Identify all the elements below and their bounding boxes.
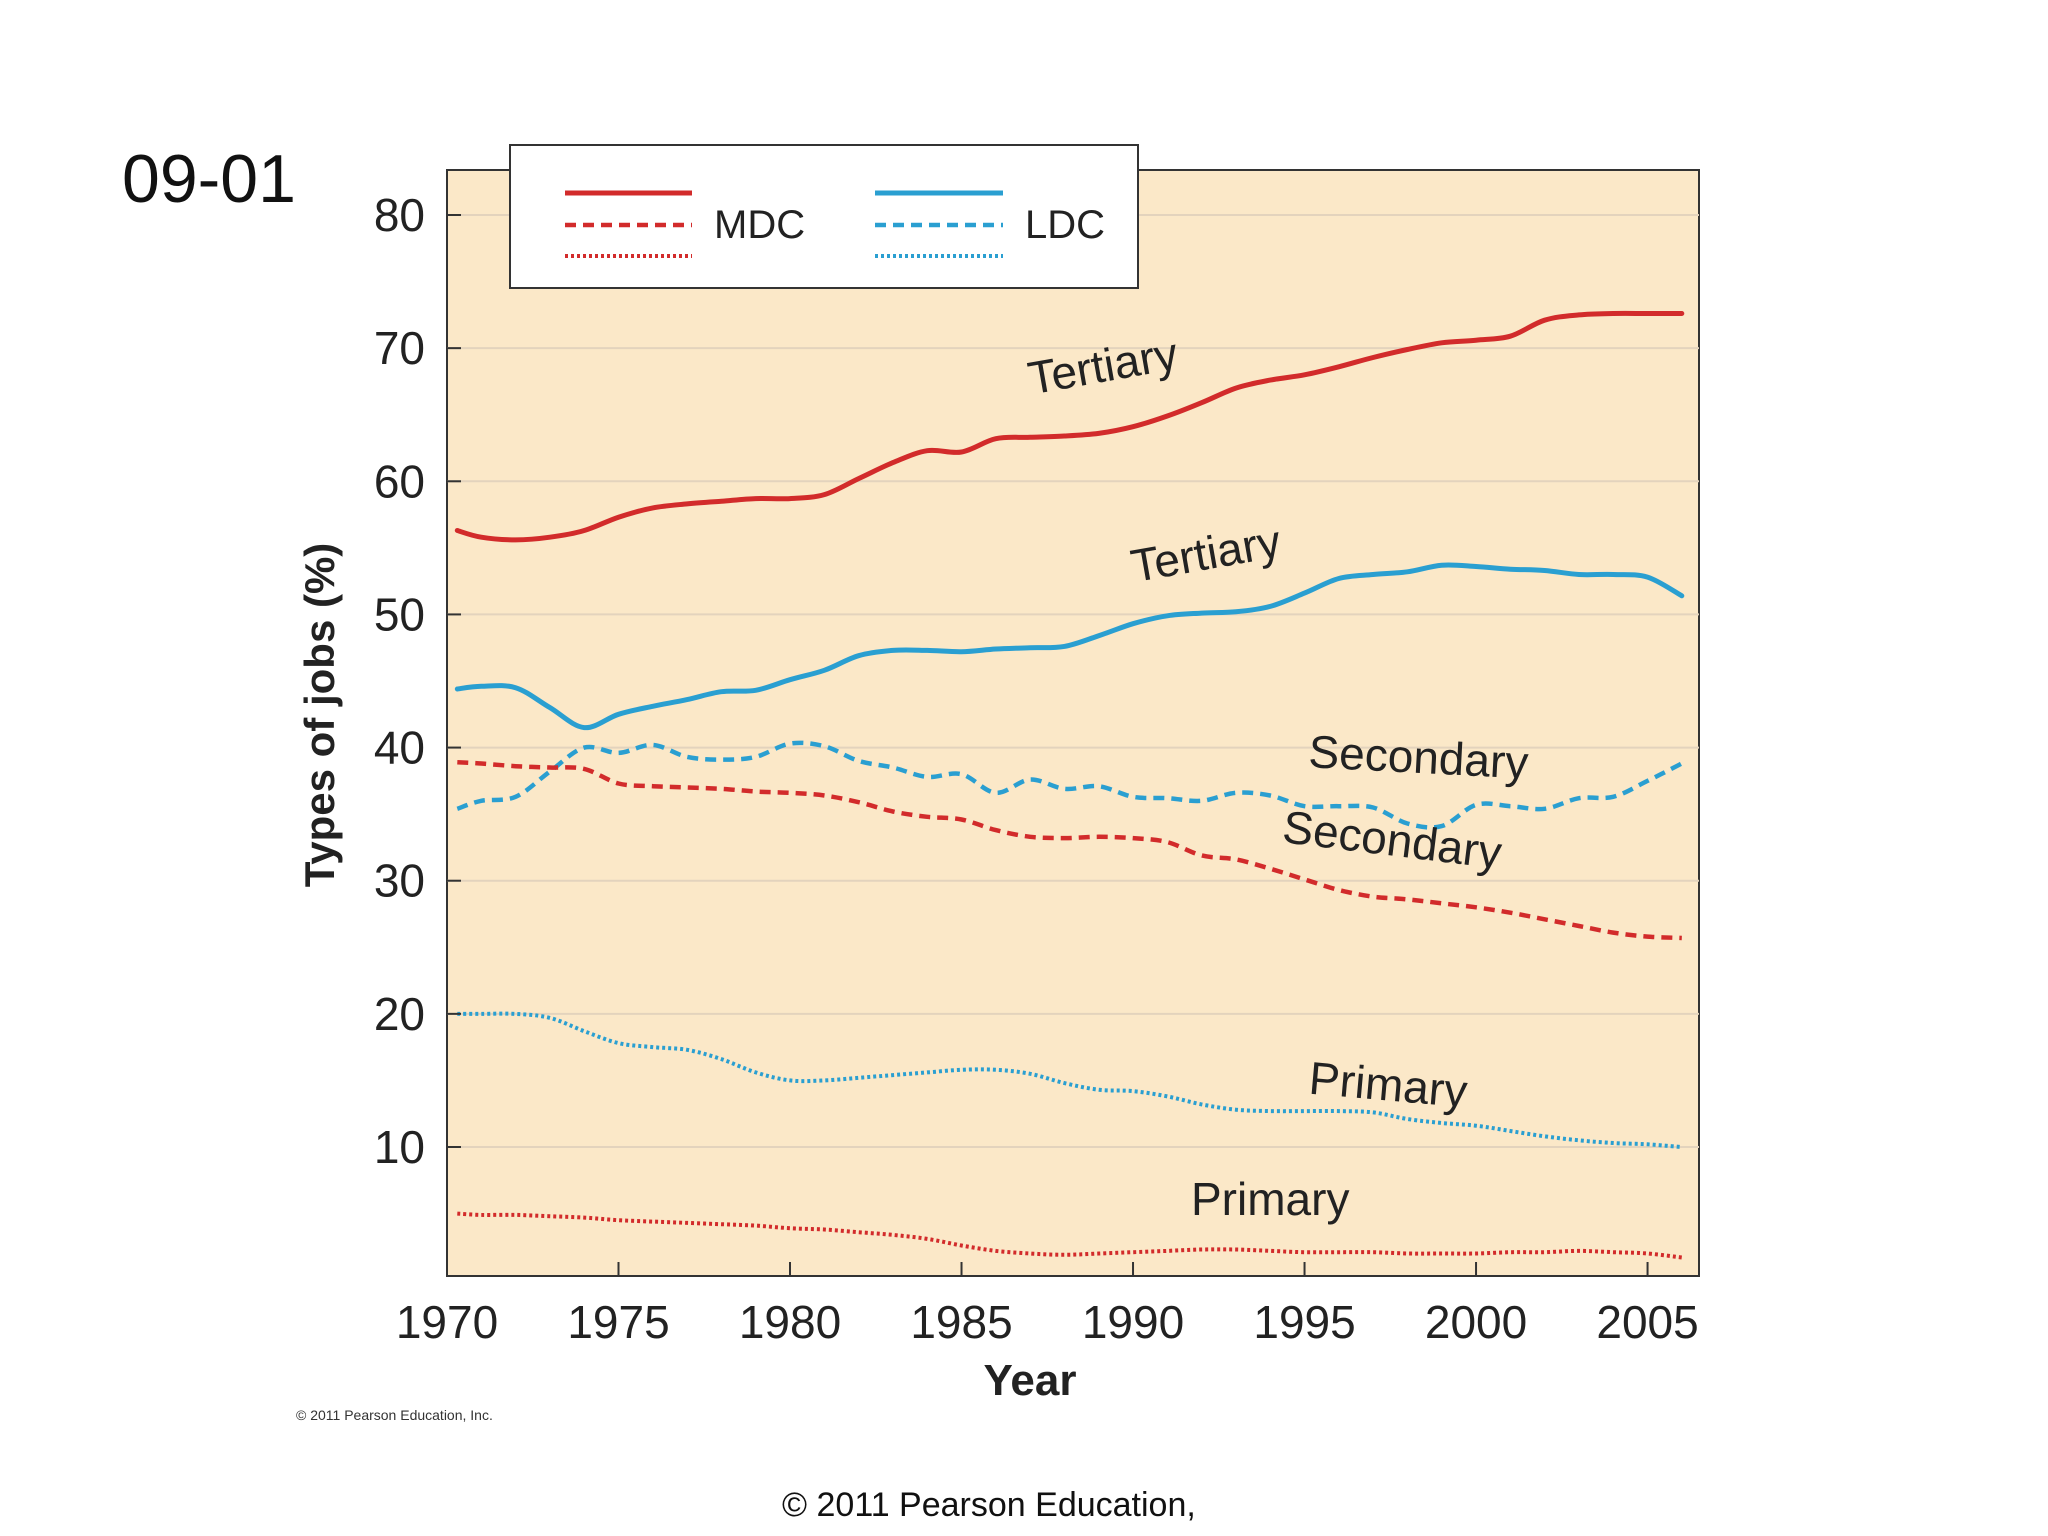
x-tick-label-2005: 2005 (1596, 1296, 1698, 1348)
x-tick-label-1970: 1970 (396, 1296, 498, 1348)
series-label-ldc-secondary: Secondary (1307, 725, 1529, 788)
y-tick-label-10: 10 (374, 1121, 425, 1173)
series-line-ldc-primary (457, 1011, 1682, 1149)
series-lines (454, 310, 1685, 1260)
y-tick-label-60: 60 (374, 455, 425, 507)
legend-label-mdc: MDC (714, 203, 805, 247)
y-tick-label-80: 80 (374, 189, 425, 241)
x-tick-label-1980: 1980 (739, 1296, 841, 1348)
x-tick-label-1985: 1985 (910, 1296, 1012, 1348)
plot-area (446, 169, 1700, 1277)
series-line-mdc-secondary (457, 759, 1682, 941)
series-label-mdc-primary: Primary (1191, 1173, 1349, 1225)
series-line-mdc-tertiary (454, 310, 1685, 543)
y-tick-label-50: 50 (374, 588, 425, 640)
legend: MDC LDC (509, 144, 1139, 289)
y-tick-label-70: 70 (374, 322, 425, 374)
axes: 10 20 30 40 50 60 70 80 1970 1975 1980 1985 1990 1995… (374, 189, 1699, 1348)
y-tick-label-40: 40 (374, 722, 425, 774)
footer-copyright: © 2011 Pearson Education, (782, 1486, 1196, 1524)
x-tick-label-1990: 1990 (1082, 1296, 1184, 1348)
inner-copyright: © 2011 Pearson Education, Inc. (296, 1407, 493, 1423)
x-tick-label-2000: 2000 (1425, 1296, 1527, 1348)
legend-label-ldc: LDC (1025, 203, 1105, 247)
y-axis-title: Types of jobs (%) (296, 543, 343, 888)
x-tick-label-1995: 1995 (1253, 1296, 1355, 1348)
series-line-mdc-primary (457, 1211, 1683, 1260)
legend-swatches (565, 190, 1003, 258)
y-tick-label-30: 30 (374, 855, 425, 907)
slide-label: 09-01 (122, 141, 296, 217)
y-tick-label-20: 20 (374, 988, 425, 1040)
x-tick-label-1975: 1975 (567, 1296, 669, 1348)
legend-box (509, 144, 1139, 289)
x-axis-title: Year (984, 1356, 1077, 1405)
series-line-ldc-tertiary (454, 562, 1685, 731)
